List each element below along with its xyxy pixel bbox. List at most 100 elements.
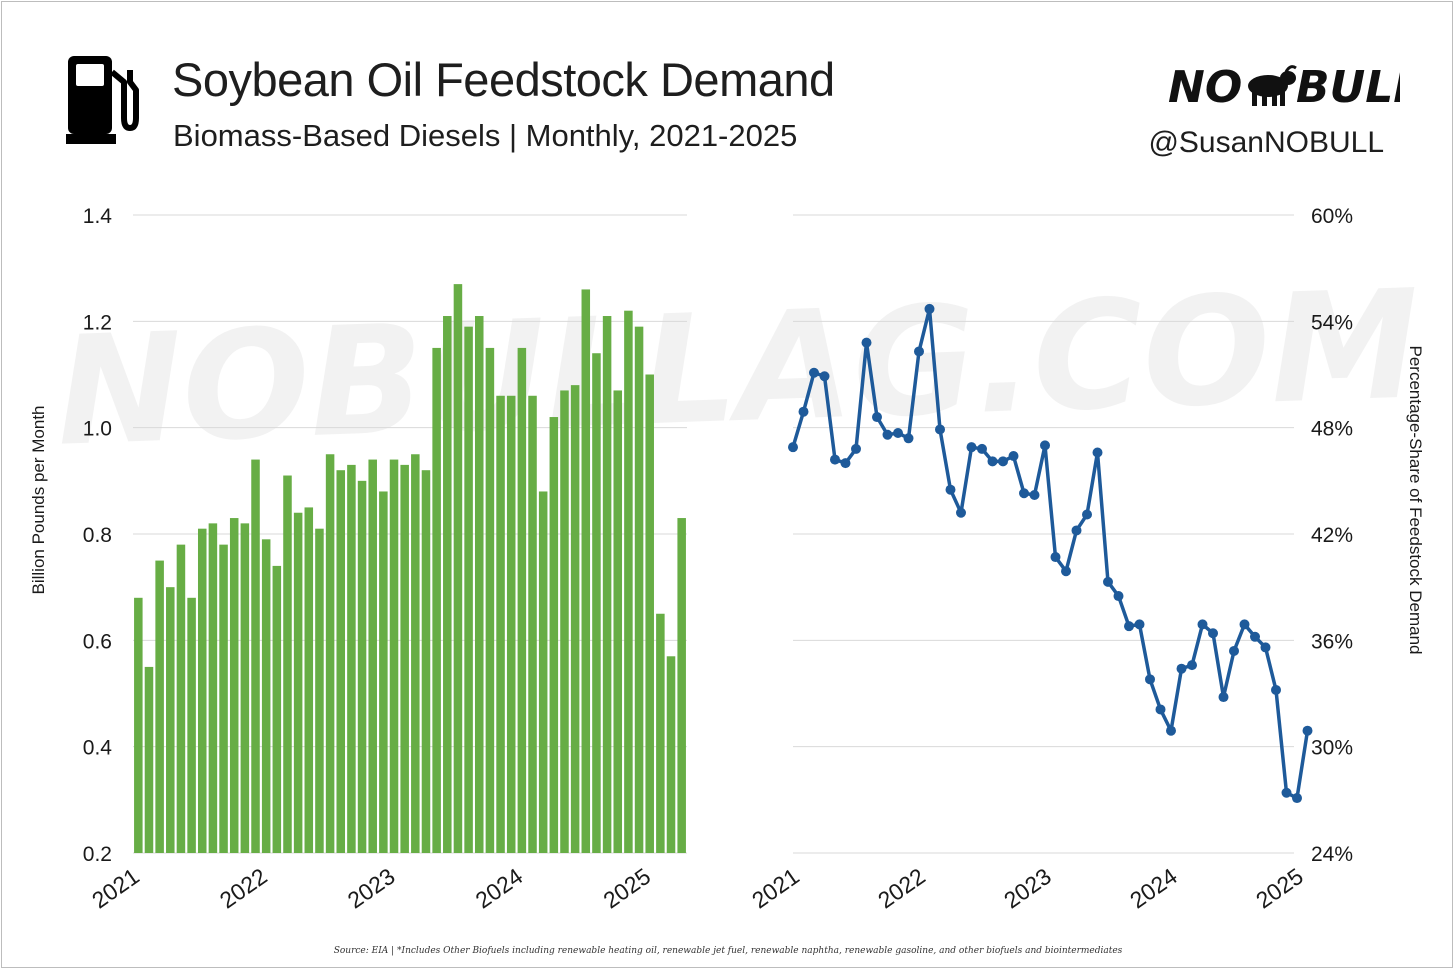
- twitter-handle: @SusanNOBULL: [1148, 126, 1384, 159]
- brand-logo-text: NO: [1168, 62, 1242, 112]
- bar: [283, 475, 292, 853]
- line-point: [935, 424, 945, 435]
- right-x-tick-label: 2021: [747, 863, 804, 914]
- bar: [347, 464, 356, 853]
- line-point: [1197, 619, 1208, 630]
- bull-icon: [1248, 65, 1297, 106]
- right-x-tick-label: 2024: [1125, 863, 1182, 914]
- bar: [155, 560, 164, 853]
- bar: [272, 565, 282, 853]
- bar: [464, 326, 473, 853]
- bar: [197, 528, 207, 853]
- chart-subtitle: Biomass-Based Diesels | Monthly, 2021-20…: [173, 118, 798, 153]
- line-point: [1008, 451, 1019, 462]
- line-point: [1260, 642, 1271, 653]
- line-point: [1103, 576, 1113, 587]
- line-point: [1239, 619, 1250, 630]
- bar: [645, 374, 654, 853]
- line-point: [830, 454, 840, 465]
- bar: [251, 459, 260, 853]
- line-point: [893, 427, 903, 438]
- bar: [411, 454, 420, 853]
- left-x-tick-label: 2024: [471, 863, 528, 914]
- bar: [538, 491, 548, 853]
- line-point: [872, 412, 882, 423]
- bar: [208, 523, 218, 853]
- right-y-tick-label: 48%: [1311, 418, 1353, 441]
- bar: [389, 459, 399, 853]
- bar: [485, 347, 495, 853]
- line-point: [861, 337, 872, 348]
- bar: [400, 464, 409, 853]
- left-y-tick-label: 1.2: [83, 311, 112, 334]
- line-point: [1029, 490, 1040, 501]
- line-point: [1134, 619, 1145, 630]
- right-y-tick-label: 36%: [1311, 630, 1353, 653]
- bar: [357, 480, 367, 853]
- left-y-tick-label: 0.2: [83, 843, 112, 866]
- bar: [187, 597, 196, 853]
- left-y-tick-label: 0.6: [83, 630, 112, 653]
- bar: [656, 613, 665, 853]
- line-point: [1166, 725, 1176, 736]
- left-x-tick-label: 2023: [343, 863, 400, 914]
- line-point: [1281, 787, 1292, 798]
- svg-text:BULL: BULL: [1296, 62, 1400, 112]
- line-point: [903, 433, 914, 444]
- right-y-tick-label: 60%: [1311, 205, 1353, 228]
- left-x-tick-label: 2021: [87, 863, 144, 914]
- bar: [421, 470, 431, 853]
- line-point: [1145, 674, 1155, 685]
- left-y-axis-title: Billion Pounds per Month: [29, 405, 48, 594]
- bar: [336, 470, 346, 853]
- line-point: [1218, 692, 1229, 703]
- line-point: [1187, 660, 1197, 671]
- line-point: [1302, 725, 1313, 736]
- bar: [443, 316, 452, 853]
- left-y-tick-label: 0.4: [83, 737, 113, 760]
- left-y-tick-label: 1.0: [83, 418, 112, 441]
- bar: [368, 459, 377, 853]
- bar: [624, 310, 633, 853]
- line-point: [1082, 509, 1092, 520]
- line-point: [840, 458, 851, 469]
- bar: [240, 523, 250, 853]
- line-point: [809, 367, 819, 378]
- line-point: [924, 303, 935, 314]
- bar: [293, 512, 303, 853]
- left-x-tick-label: 2022: [215, 863, 272, 914]
- line-point: [1176, 663, 1187, 674]
- right-x-tick-label: 2023: [999, 863, 1056, 914]
- line-point: [1019, 488, 1029, 499]
- line-point: [1271, 684, 1281, 695]
- bar: [379, 491, 388, 853]
- bar: [453, 284, 463, 853]
- line-point: [819, 371, 830, 382]
- bar: [144, 666, 154, 853]
- fuel-pump-icon: [66, 56, 139, 144]
- bar: [432, 347, 441, 853]
- line-point: [1050, 552, 1061, 563]
- line-point: [1071, 525, 1082, 536]
- line-point: [956, 507, 966, 518]
- line-point: [1040, 440, 1050, 451]
- bar: [261, 539, 271, 853]
- right-x-tick-label: 2022: [873, 863, 930, 914]
- right-y-tick-label: 24%: [1311, 843, 1353, 866]
- bar: [666, 656, 676, 853]
- watermark-text: NOBULLAG.COM: [54, 258, 1423, 479]
- right-y-tick-label: 42%: [1311, 524, 1353, 547]
- chart-title: Soybean Oil Feedstock Demand: [172, 53, 835, 106]
- bar: [134, 597, 143, 853]
- line-point: [1229, 645, 1239, 656]
- bar: [581, 289, 591, 853]
- right-y-axis-title: Percentage-Share of Feedstock Demand: [1406, 345, 1425, 654]
- brand-logo: NO BULL: [1168, 62, 1400, 112]
- bar: [528, 395, 537, 853]
- line-point: [882, 429, 893, 440]
- left-y-tick-label: 0.8: [83, 524, 112, 547]
- line-point: [1208, 628, 1218, 639]
- bar: [549, 417, 559, 853]
